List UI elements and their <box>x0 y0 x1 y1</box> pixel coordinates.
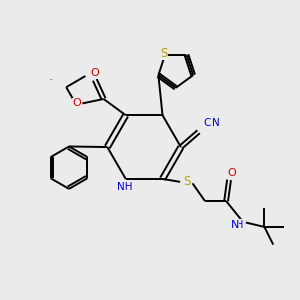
Text: S: S <box>160 47 167 60</box>
Text: N: N <box>212 118 220 128</box>
Text: O: O <box>227 168 236 178</box>
Text: ethyl: ethyl <box>50 79 53 80</box>
Text: H: H <box>236 220 244 230</box>
Text: S: S <box>183 176 190 188</box>
Text: C: C <box>204 118 211 128</box>
Text: N: N <box>230 220 239 230</box>
Text: NH: NH <box>117 182 133 192</box>
Text: O: O <box>73 98 82 108</box>
Text: O: O <box>90 68 99 78</box>
